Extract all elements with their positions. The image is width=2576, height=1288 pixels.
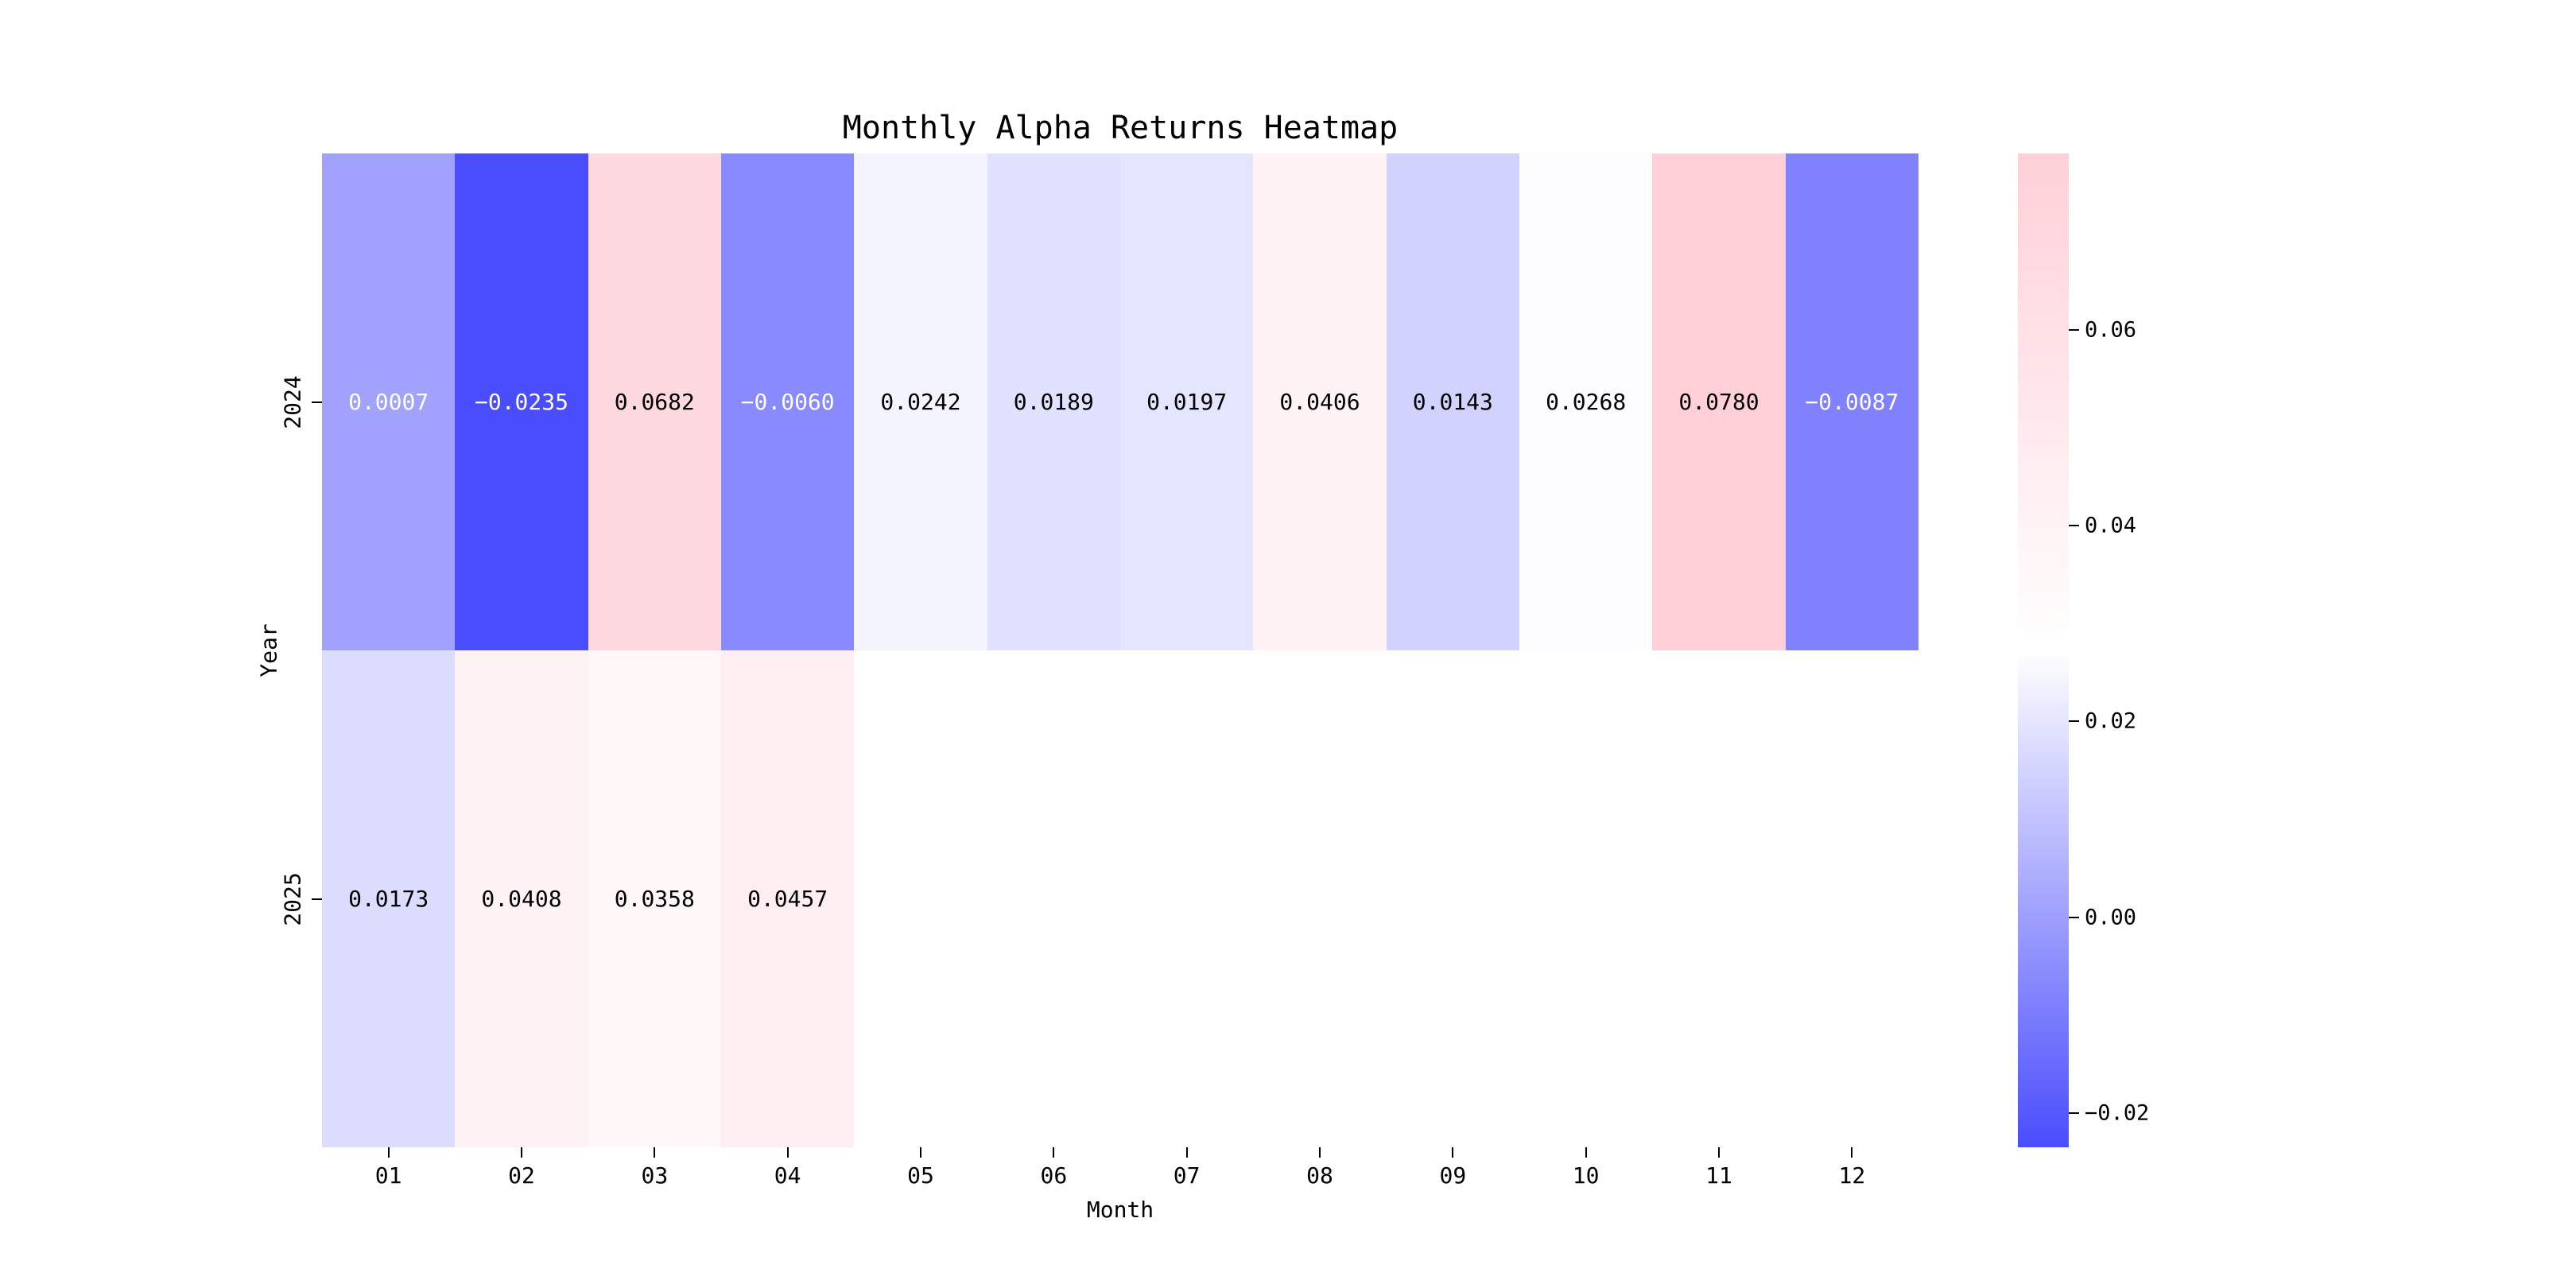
colorbar-tick-label: 0.00 <box>2085 905 2137 930</box>
heatmap-cell <box>1785 650 1918 1147</box>
heatmap-cell: 0.0197 <box>1119 153 1254 650</box>
heatmap-cell: −0.0060 <box>720 153 855 650</box>
cell-value: 0.0408 <box>481 886 562 912</box>
colorbar-tick-mark <box>2069 1111 2079 1114</box>
heatmap-cell <box>1386 650 1519 1147</box>
x-tick-mark <box>920 1147 921 1158</box>
heatmap-cell: 0.0406 <box>1253 153 1387 650</box>
x-tick-label: 10 <box>1572 1162 1600 1189</box>
heatmap-cell <box>1519 650 1653 1147</box>
x-tick-label: 02 <box>508 1162 535 1189</box>
cell-value: 0.0682 <box>614 389 695 415</box>
cell-value: 0.0457 <box>747 886 828 912</box>
cell-value: −0.0235 <box>474 389 568 415</box>
cell-value: 0.0780 <box>1678 389 1759 415</box>
heatmap-cell: 0.0173 <box>322 650 456 1147</box>
heatmap-cell <box>854 650 987 1147</box>
heatmap-cell: 0.0408 <box>455 650 588 1147</box>
y-tick-mark <box>312 401 322 403</box>
x-tick-label: 01 <box>374 1162 402 1189</box>
x-tick-mark <box>1452 1147 1454 1158</box>
cell-value: 0.0007 <box>348 389 429 415</box>
x-tick-mark <box>1319 1147 1321 1158</box>
heatmap-cell <box>1119 650 1254 1147</box>
x-tick-label: 05 <box>907 1162 934 1189</box>
colorbar-tick-mark <box>2069 524 2079 526</box>
colorbar-tick-label: 0.06 <box>2085 317 2137 343</box>
colorbar-tick-mark <box>2069 916 2079 918</box>
x-tick-mark <box>521 1147 522 1158</box>
y-tick-label: 2025 <box>279 871 306 926</box>
heatmap-cell <box>1652 650 1786 1147</box>
y-tick-label: 2024 <box>279 374 306 429</box>
colorbar-tick-label: −0.02 <box>2085 1100 2150 1126</box>
x-tick-label: 11 <box>1705 1162 1732 1189</box>
heatmap-cell: −0.0235 <box>455 153 588 650</box>
colorbar-gradient <box>2018 153 2069 1147</box>
x-tick-label: 04 <box>774 1162 801 1189</box>
x-tick-mark <box>1718 1147 1720 1158</box>
heatmap-cell: 0.0457 <box>720 650 855 1147</box>
heatmap-cell <box>1253 650 1387 1147</box>
cell-value: −0.0087 <box>1805 389 1899 415</box>
x-tick-mark <box>1053 1147 1055 1158</box>
x-tick-label: 09 <box>1439 1162 1467 1189</box>
cell-value: 0.0358 <box>614 886 695 912</box>
heatmap-cell: 0.0682 <box>588 153 721 650</box>
heatmap-cell: 0.0358 <box>588 650 721 1147</box>
x-tick-label: 06 <box>1040 1162 1068 1189</box>
x-tick-mark <box>654 1147 656 1158</box>
heatmap-cell: −0.0087 <box>1785 153 1918 650</box>
x-tick-mark <box>1851 1147 1853 1158</box>
x-tick-mark <box>786 1147 789 1158</box>
x-tick-label: 12 <box>1838 1162 1866 1189</box>
colorbar-tick-mark <box>2069 720 2079 723</box>
cell-value: 0.0242 <box>880 389 961 415</box>
cell-value: 0.0406 <box>1279 389 1360 415</box>
heatmap-cell: 0.0268 <box>1519 153 1653 650</box>
heatmap-plot-area: 0.0007 −0.0235 0.0682 −0.0060 0.0242 0.0189 0.… <box>322 153 1918 1147</box>
x-tick-mark <box>1185 1147 1188 1158</box>
x-tick-label: 07 <box>1173 1162 1201 1189</box>
colorbar-tick-label: 0.02 <box>2085 708 2137 734</box>
cell-value: 0.0197 <box>1146 389 1228 415</box>
cell-value: 0.0173 <box>348 886 429 912</box>
cell-value: −0.0060 <box>740 389 835 415</box>
y-tick-mark <box>312 898 322 900</box>
heatmap-cell: 0.0007 <box>322 153 456 650</box>
x-tick-label: 08 <box>1306 1162 1333 1189</box>
heatmap-cell: 0.0189 <box>987 153 1120 650</box>
x-tick-label: 03 <box>641 1162 669 1189</box>
x-tick-mark <box>387 1147 390 1158</box>
x-tick-mark <box>1585 1147 1587 1158</box>
y-axis-label: Year <box>255 623 282 677</box>
chart-title: Monthly Alpha Returns Heatmap <box>842 110 1399 146</box>
cell-value: 0.0143 <box>1412 389 1493 415</box>
x-axis-label: Month <box>1086 1197 1154 1223</box>
heatmap-cell: 0.0143 <box>1386 153 1519 650</box>
heatmap-cell: 0.0780 <box>1652 153 1786 650</box>
heatmap-cell <box>987 650 1120 1147</box>
colorbar-tick-label: 0.04 <box>2085 513 2137 538</box>
heatmap-cell: 0.0242 <box>854 153 987 650</box>
cell-value: 0.0268 <box>1546 389 1627 415</box>
colorbar-tick-mark <box>2069 328 2079 331</box>
cell-value: 0.0189 <box>1013 389 1094 415</box>
